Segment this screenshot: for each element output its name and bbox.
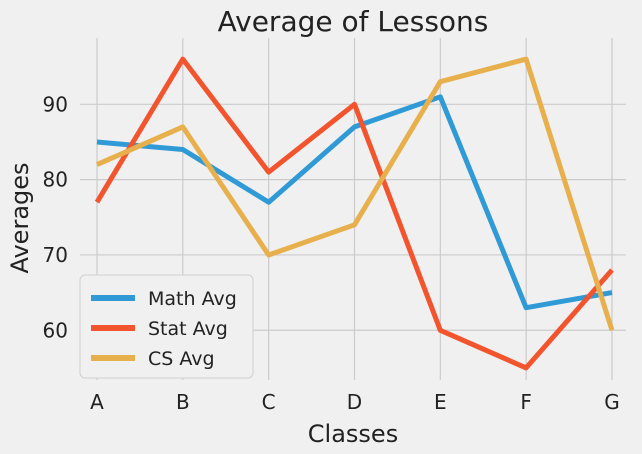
gridlines [80, 38, 626, 380]
x-tick-label: E [434, 390, 447, 414]
series-line [96, 94, 613, 311]
y-tick-label: 90 [43, 92, 68, 116]
x-tick-label: A [90, 390, 104, 414]
x-tick-label: B [176, 390, 190, 414]
legend: Math Avg Stat Avg CS Avg [79, 274, 254, 379]
x-tick-label: F [520, 390, 532, 414]
x-tick-label: G [604, 390, 620, 414]
series-line [95, 56, 615, 332]
x-tick-label: D [347, 390, 362, 414]
y-axis-title: Averages [6, 162, 34, 273]
series-lines [94, 56, 615, 371]
legend-label: Stat Avg [148, 318, 228, 340]
y-tick-label: 70 [43, 243, 68, 267]
series-line [94, 56, 614, 371]
y-tick-label: 60 [43, 318, 68, 342]
legend-label: Math Avg [148, 288, 237, 310]
x-tick-label: C [262, 390, 276, 414]
tick-labels: A B C D E F G 60 70 80 90 [43, 92, 620, 414]
x-axis-title: Classes [308, 420, 398, 448]
legend-label: CS Avg [148, 348, 215, 370]
chart-title: Average of Lessons [218, 5, 489, 38]
y-tick-label: 80 [43, 168, 68, 192]
